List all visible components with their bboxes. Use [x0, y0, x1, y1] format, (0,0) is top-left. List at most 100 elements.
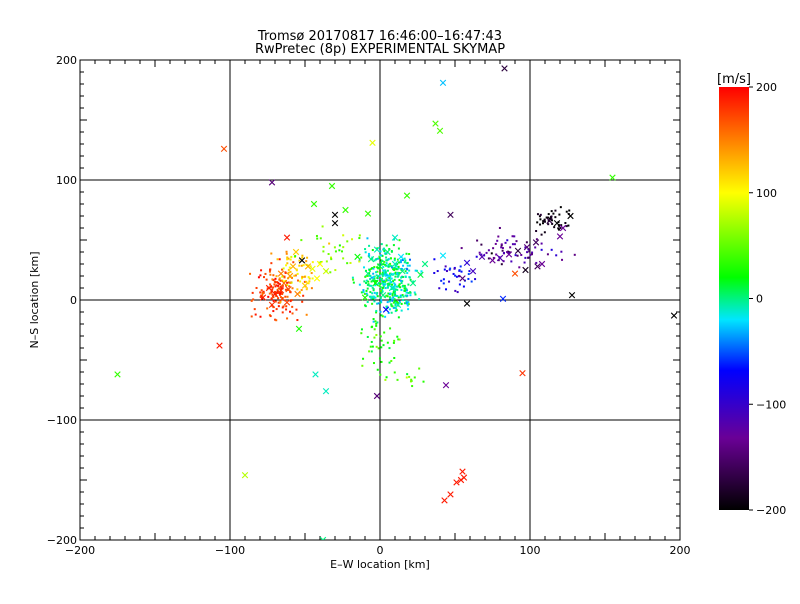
data-point-dot [369, 345, 372, 348]
data-point-dot [254, 313, 257, 316]
data-point-dot [278, 277, 281, 280]
data-point-dot [405, 252, 408, 255]
data-point-dot [388, 347, 391, 350]
data-point-dot [391, 298, 394, 301]
data-point-dot [329, 271, 332, 274]
data-point-dot [380, 339, 383, 342]
data-point-cross [447, 491, 454, 498]
data-point-dot [286, 317, 289, 320]
data-point-dot [281, 275, 284, 278]
data-point-dot [268, 292, 271, 295]
data-point-dot [293, 274, 296, 277]
data-point-dot [255, 286, 258, 289]
data-point-dot [375, 333, 378, 336]
data-point-dot [398, 279, 401, 282]
chart-title: Tromsø 20170817 16:46:00–16:47:43 [257, 29, 502, 44]
data-point-dot [286, 281, 289, 284]
data-point-cross [322, 268, 330, 275]
data-point-dot [361, 364, 364, 367]
data-point-dot [281, 306, 284, 309]
data-point-dot [386, 341, 389, 344]
data-point-dot [371, 297, 374, 300]
data-point-dot [394, 293, 397, 296]
data-point-cross [304, 263, 312, 270]
data-point-dot [366, 284, 369, 287]
data-point-dot [378, 285, 381, 288]
data-point-dot [398, 261, 401, 264]
data-point-dot [375, 322, 378, 325]
data-point-dot [392, 306, 395, 309]
data-point-dot [547, 216, 550, 219]
data-point-dot [265, 278, 268, 281]
data-point-dot [369, 278, 372, 281]
data-point-dot [480, 253, 483, 256]
data-point-dot [391, 294, 394, 297]
grid [80, 60, 680, 540]
data-point-dot [500, 243, 503, 246]
data-point-dot [269, 315, 272, 318]
data-point-dot [528, 250, 531, 253]
data-point-dot [408, 253, 411, 256]
data-point-dot [392, 268, 395, 271]
data-point-dot [408, 264, 411, 267]
data-point-dot [379, 286, 382, 289]
data-point-dot [371, 286, 374, 289]
data-point-dot [407, 301, 410, 304]
data-point-dot [267, 295, 270, 298]
data-point-dot [377, 302, 380, 305]
data-point-dot [370, 280, 373, 283]
data-point-cross [439, 79, 447, 86]
data-point-dot [518, 266, 521, 269]
data-point-dot [280, 291, 283, 294]
data-point-dot [401, 280, 404, 283]
data-point-dot [386, 282, 389, 285]
data-point-dot [274, 281, 277, 284]
data-point-dot [390, 265, 393, 268]
data-point-dot [543, 219, 546, 222]
data-point-dot [406, 304, 409, 307]
data-point-cross [447, 211, 454, 218]
data-point-dot [392, 301, 395, 304]
data-point-dot [510, 260, 513, 263]
data-point-cross [316, 260, 324, 268]
data-point-dot [458, 283, 461, 286]
data-point-cross [313, 275, 321, 282]
data-point-dot [389, 272, 392, 275]
x-tick-label: −100 [215, 544, 245, 557]
data-point-dot [393, 238, 396, 241]
data-point-dot [396, 288, 399, 291]
data-point-dot [372, 267, 375, 270]
data-point-dot [396, 378, 399, 381]
data-point-dot [542, 220, 545, 223]
colorbar-tick-label: 100 [756, 187, 777, 200]
data-point-dot [385, 259, 388, 262]
data-point-dot [279, 301, 282, 304]
data-point-dot [364, 275, 367, 278]
data-point-dot [392, 244, 395, 247]
data-point-dot [278, 258, 281, 261]
data-point-dot [403, 257, 406, 260]
data-point-dot [334, 250, 337, 253]
data-point-dot [253, 308, 256, 311]
data-point-dot [384, 287, 387, 290]
data-point-dot [306, 256, 309, 259]
data-point-dot [504, 241, 507, 244]
data-point-dot [456, 291, 459, 294]
data-point-dot [341, 250, 344, 253]
data-point-dot [372, 289, 375, 292]
data-point-dot [279, 286, 282, 289]
data-point-dot [277, 297, 280, 300]
data-point-dot [279, 292, 282, 295]
data-point-dot [392, 273, 395, 276]
data-point-dot [542, 222, 545, 225]
data-point-dot [378, 257, 381, 260]
data-point-dot [287, 257, 290, 260]
data-point-dot [414, 293, 417, 296]
data-point-dot [405, 291, 408, 294]
data-point-dot [391, 293, 394, 296]
data-point-dot [380, 360, 383, 363]
data-point-dot [372, 275, 375, 278]
x-tick-label: 100 [520, 544, 541, 557]
data-point-dot [270, 290, 273, 293]
data-point-dot [460, 247, 463, 250]
